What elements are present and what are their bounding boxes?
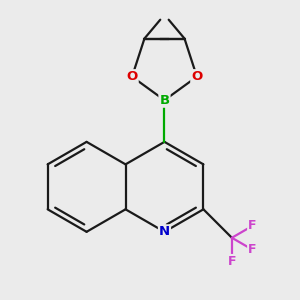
Text: F: F: [248, 243, 256, 256]
Text: F: F: [248, 219, 256, 232]
Text: O: O: [126, 70, 138, 83]
Text: F: F: [228, 255, 236, 268]
Text: B: B: [159, 94, 170, 107]
Text: O: O: [191, 70, 203, 83]
Text: N: N: [159, 225, 170, 238]
